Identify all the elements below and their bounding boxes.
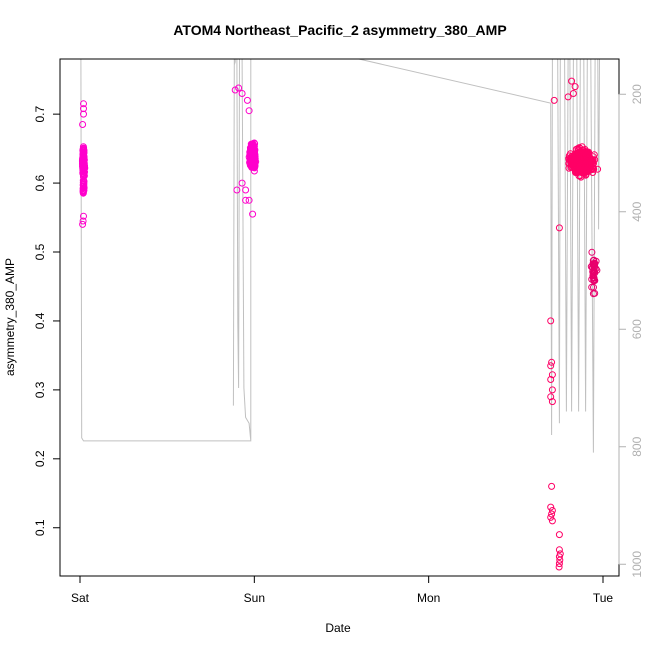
data-point bbox=[555, 563, 563, 571]
data-point bbox=[238, 179, 246, 187]
y2-tick-label: 800 bbox=[630, 436, 644, 456]
y2-tick-label: 600 bbox=[630, 319, 644, 339]
data-point bbox=[548, 482, 556, 490]
data-point bbox=[79, 217, 87, 225]
data-point bbox=[588, 275, 596, 283]
y2-tick-label: 200 bbox=[630, 84, 644, 104]
data-point bbox=[238, 90, 246, 97]
y2-tick-label: 1000 bbox=[630, 551, 644, 578]
chart-title: ATOM4 Northeast_Pacific_2 asymmetry_380_… bbox=[173, 22, 506, 38]
x-tick-label: Tue bbox=[593, 591, 614, 605]
data-point bbox=[251, 161, 259, 169]
data-point bbox=[80, 161, 88, 169]
y-axis: 0.1 0.2 0.3 0.4 0.5 0.6 0.7 bbox=[33, 105, 61, 536]
data-point bbox=[564, 93, 572, 101]
y-tick-label: 0.2 bbox=[33, 450, 47, 467]
data-point bbox=[590, 263, 598, 271]
x-axis-label: Date bbox=[325, 621, 351, 635]
depth-line bbox=[80, 59, 602, 453]
points-layer bbox=[78, 77, 602, 571]
plot-frame bbox=[59, 58, 620, 577]
data-point bbox=[79, 149, 87, 157]
data-point bbox=[588, 248, 596, 256]
data-point bbox=[589, 169, 597, 176]
y-tick-label: 0.6 bbox=[33, 174, 47, 191]
x-tick-label: Mon bbox=[417, 591, 440, 605]
data-point bbox=[590, 256, 598, 264]
data-point bbox=[235, 84, 243, 92]
y-axis-label: asymmetry_380_AMP bbox=[3, 258, 17, 376]
data-point bbox=[249, 210, 257, 218]
data-point bbox=[589, 261, 597, 269]
data-point bbox=[569, 90, 577, 97]
data-point bbox=[547, 376, 555, 383]
data-point bbox=[548, 358, 556, 366]
data-point bbox=[548, 507, 556, 514]
data-point bbox=[249, 142, 257, 150]
data-point bbox=[247, 149, 255, 156]
data-point bbox=[568, 77, 576, 85]
data-point bbox=[247, 149, 255, 157]
y-tick-label: 0.5 bbox=[33, 243, 47, 260]
data-point bbox=[79, 145, 87, 153]
data-point bbox=[80, 184, 88, 192]
data-point bbox=[548, 398, 556, 406]
data-point bbox=[571, 161, 579, 168]
data-point bbox=[550, 96, 558, 104]
data-point bbox=[547, 503, 555, 511]
data-point bbox=[547, 362, 555, 370]
y-tick-label: 0.1 bbox=[33, 519, 47, 536]
data-point bbox=[245, 196, 253, 204]
x-tick-label: Sat bbox=[71, 591, 90, 605]
data-point bbox=[242, 186, 250, 194]
data-point bbox=[548, 371, 556, 379]
x-axis: Sat Sun Mon Tue bbox=[71, 575, 614, 605]
data-point bbox=[242, 196, 250, 204]
data-point bbox=[79, 220, 87, 228]
x-tick-label: Sun bbox=[244, 591, 265, 605]
data-point bbox=[555, 546, 563, 554]
data-point bbox=[251, 154, 259, 162]
data-point bbox=[571, 83, 579, 91]
y2-axis: 200 400 600 800 1000 bbox=[618, 84, 644, 578]
data-point bbox=[594, 165, 602, 173]
data-point bbox=[579, 164, 586, 172]
data-point bbox=[243, 96, 251, 104]
data-point bbox=[80, 110, 87, 118]
data-point bbox=[79, 121, 87, 128]
data-point bbox=[231, 86, 239, 94]
data-point bbox=[556, 556, 564, 564]
data-point bbox=[80, 100, 87, 108]
data-point bbox=[591, 289, 599, 297]
data-point bbox=[588, 283, 596, 291]
data-point bbox=[555, 560, 563, 568]
data-point bbox=[547, 513, 555, 521]
data-point bbox=[548, 517, 556, 525]
data-point bbox=[548, 386, 556, 394]
y-tick-label: 0.7 bbox=[33, 105, 47, 122]
data-point bbox=[547, 317, 555, 325]
data-point bbox=[555, 531, 563, 539]
data-point bbox=[79, 164, 87, 172]
y-tick-label: 0.3 bbox=[33, 381, 47, 398]
depth-line-layer bbox=[80, 59, 602, 453]
data-point bbox=[583, 157, 591, 165]
data-point bbox=[245, 107, 253, 115]
data-point bbox=[589, 272, 597, 280]
data-point bbox=[575, 154, 583, 162]
data-point bbox=[548, 510, 556, 518]
data-point bbox=[79, 172, 87, 180]
data-point bbox=[79, 181, 87, 189]
data-point bbox=[80, 212, 87, 220]
data-point bbox=[587, 263, 595, 271]
data-point bbox=[233, 186, 241, 194]
data-point bbox=[547, 393, 555, 401]
data-point bbox=[555, 553, 563, 561]
y-tick-label: 0.4 bbox=[33, 312, 47, 329]
data-point bbox=[555, 224, 563, 232]
y2-tick-label: 400 bbox=[630, 201, 644, 221]
